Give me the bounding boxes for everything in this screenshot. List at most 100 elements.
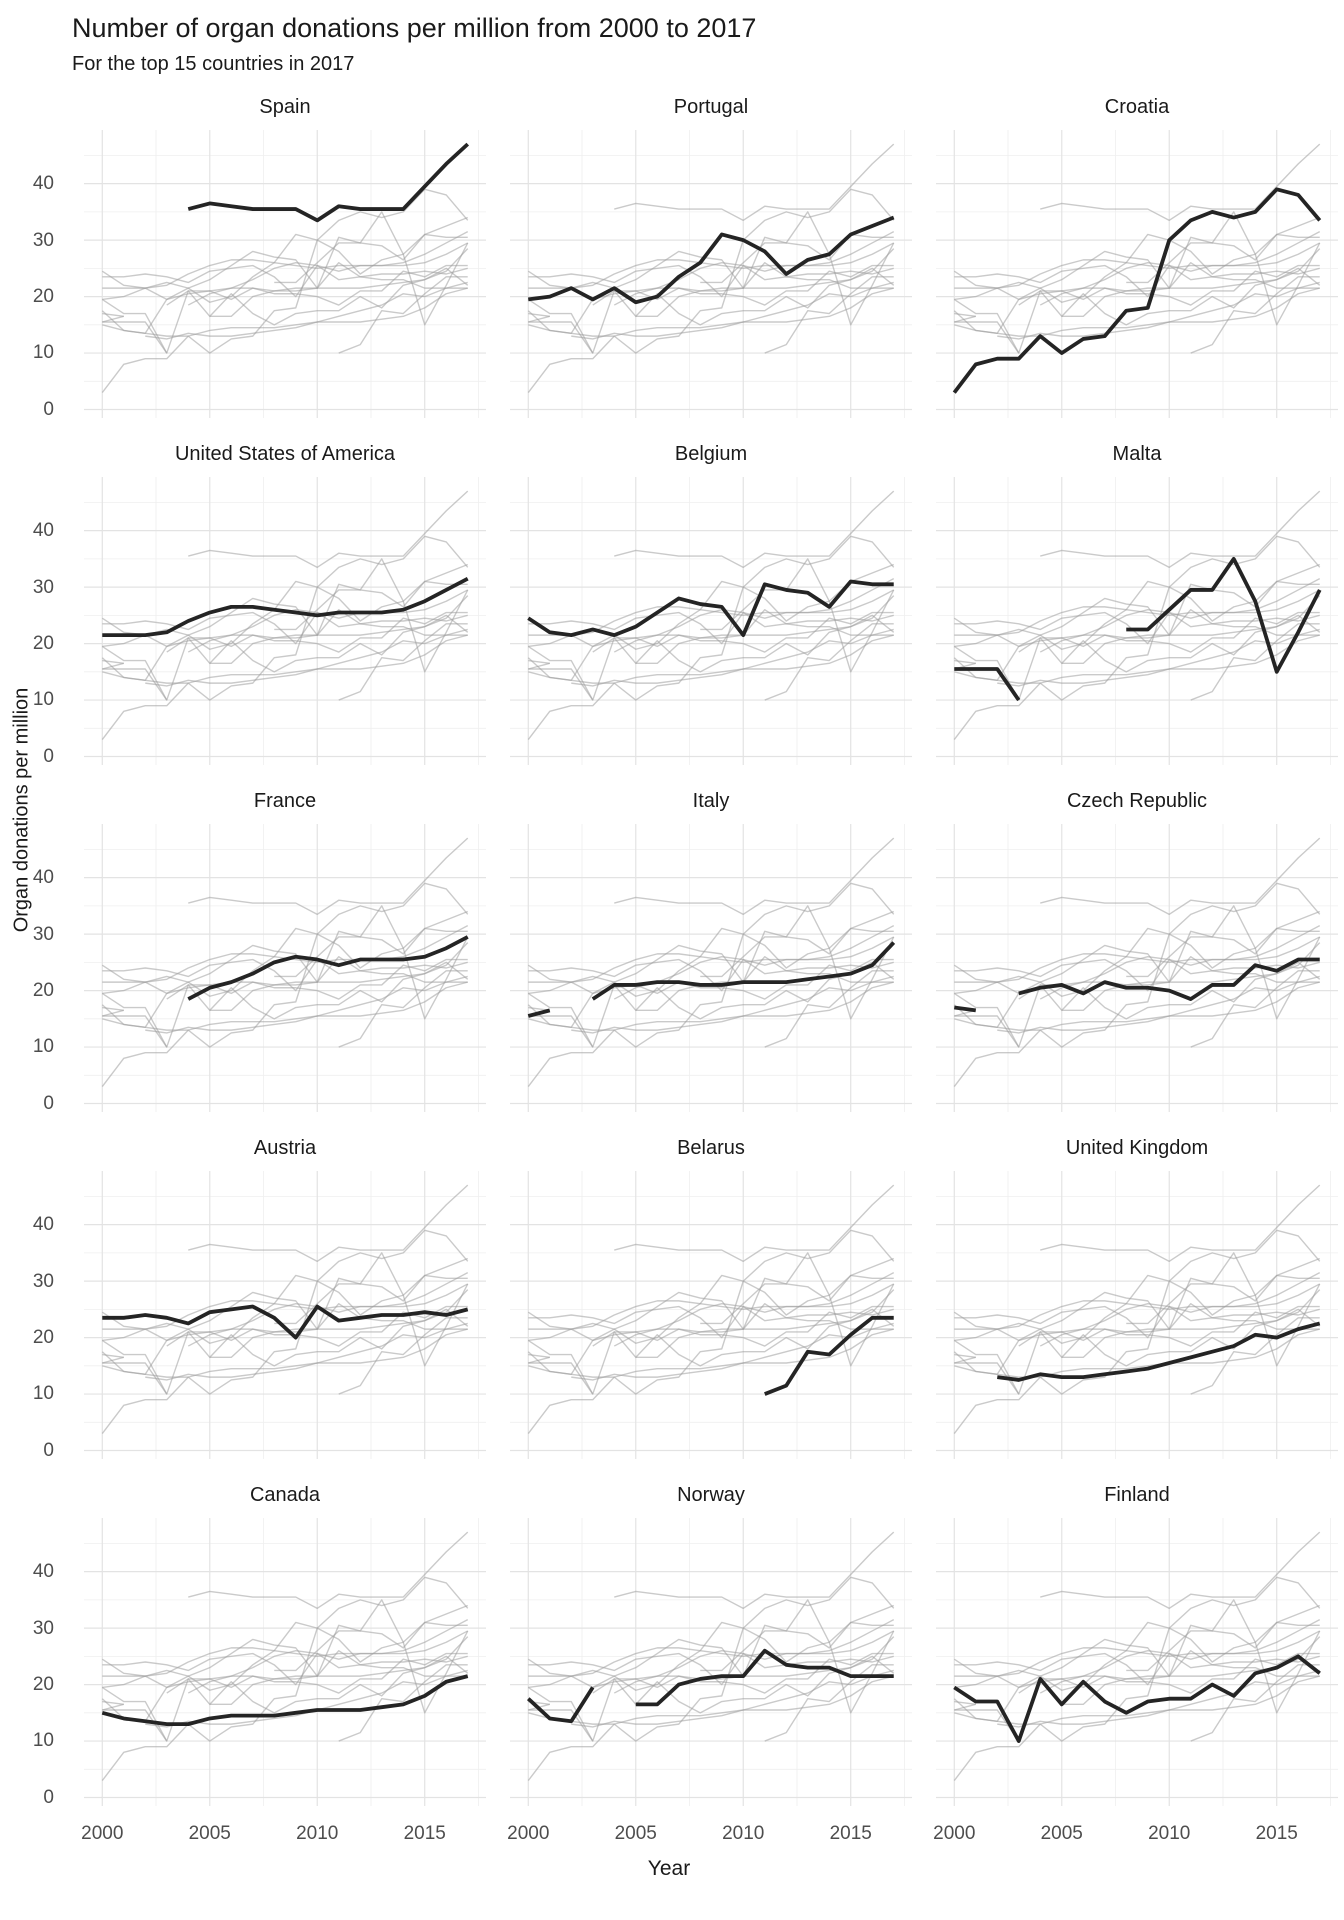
series-line-austria	[528, 959, 894, 992]
series-line-finland	[101, 962, 469, 1049]
facet-title-norway: Norway	[677, 1483, 745, 1506]
series-line-malta	[274, 905, 469, 1020]
series-line-norway	[953, 646, 1020, 682]
series-line-norway	[635, 262, 894, 318]
y-tick-label: 30	[32, 923, 54, 945]
series-line-france	[1039, 1283, 1321, 1348]
series-line-malta	[1126, 1599, 1321, 1714]
series-line-norway	[209, 1303, 468, 1359]
series-line-belarus	[1190, 623, 1320, 702]
series-line-czech-republic	[166, 265, 468, 307]
facet-malta: Malta	[936, 431, 1338, 778]
series-line-austria	[954, 1653, 1320, 1686]
series-line-belarus	[338, 1664, 468, 1743]
series-line-belgium	[527, 1275, 894, 1331]
series-line-belarus	[764, 1664, 894, 1743]
series-line-united-kingdom	[571, 629, 894, 688]
y-tick-label: 20	[32, 285, 54, 307]
series-line-czech-republic	[1018, 1653, 1320, 1695]
series-line-italy	[102, 1010, 124, 1018]
series-line-united-kingdom	[997, 1670, 1320, 1729]
series-line-united-kingdom	[145, 1323, 468, 1382]
x-tick-label: 2000	[507, 1823, 550, 1845]
series-line-france	[1039, 1630, 1321, 1695]
series-line-canada	[954, 634, 1320, 685]
series-line-italy	[102, 1704, 124, 1712]
series-line-norway	[953, 993, 1020, 1029]
facet-plot-belgium	[510, 477, 912, 766]
series-line-portugal	[102, 1605, 468, 1692]
series-line-united-states-of-america	[954, 925, 1321, 984]
highlight-line-finland	[953, 1654, 1321, 1744]
series-line-united-states-of-america	[528, 231, 895, 290]
series-line-belarus	[338, 1317, 468, 1396]
y-tick-label: 0	[43, 1786, 54, 1808]
series-line-portugal	[102, 1258, 468, 1345]
series-line-finland	[101, 615, 469, 702]
facet-title-malta: Malta	[1112, 442, 1162, 465]
series-line-belarus	[1190, 1317, 1320, 1396]
series-line-finland	[527, 268, 895, 355]
highlight-line-italy	[591, 941, 896, 1002]
series-line-belarus	[764, 276, 894, 355]
series-line-finland	[527, 1656, 895, 1743]
series-line-portugal	[528, 911, 894, 998]
series-line-belgium	[953, 234, 1320, 290]
series-line-canada	[528, 634, 894, 685]
series-line-spain	[1040, 143, 1321, 222]
series-line-finland	[527, 1309, 895, 1396]
series-line-norway	[527, 299, 594, 335]
series-line-norway	[1061, 1303, 1320, 1359]
series-line-france	[613, 589, 895, 654]
series-line-belarus	[338, 623, 468, 702]
series-line-belarus	[1190, 276, 1320, 355]
series-line-united-states-of-america	[528, 925, 895, 984]
facet-plot-austria	[84, 1171, 486, 1460]
facet-plot-malta	[936, 477, 1338, 766]
y-tick-label: 30	[32, 1617, 54, 1639]
facet-title-czech-republic: Czech Republic	[1066, 789, 1208, 812]
series-line-malta	[700, 1599, 895, 1714]
y-axis-tick-labels: 0 10 20 30 40	[0, 1125, 60, 1472]
series-line-united-kingdom	[571, 976, 894, 1035]
highlight-line-spain	[187, 143, 470, 223]
y-tick-label: 10	[32, 1730, 54, 1752]
series-line-canada	[528, 1675, 894, 1726]
series-line-norway	[1061, 609, 1320, 665]
series-line-belgium	[953, 1622, 1320, 1678]
series-line-norway	[101, 1340, 168, 1376]
y-axis-tick-labels: 0 10 20 30 40	[0, 84, 60, 431]
facet-plot-italy	[510, 824, 912, 1113]
series-line-czech-republic	[1018, 1306, 1320, 1348]
series-line-belarus	[1190, 1664, 1320, 1743]
series-line-finland	[953, 268, 1321, 355]
series-line-united-states-of-america	[528, 1272, 895, 1331]
series-line-croatia	[101, 882, 469, 1088]
facet-plot-croatia	[936, 130, 1338, 419]
series-line-belarus	[764, 970, 894, 1049]
series-line-austria	[102, 612, 468, 645]
y-axis-tick-labels: 0 10 20 30 40	[0, 431, 60, 778]
series-line-canada	[954, 1675, 1320, 1726]
series-line-france	[187, 1630, 469, 1695]
series-line-finland	[101, 1309, 469, 1396]
series-line-croatia	[101, 188, 469, 394]
series-line-austria	[528, 612, 894, 645]
series-line-spain	[614, 1531, 895, 1610]
series-line-czech-republic	[166, 1306, 468, 1348]
series-line-croatia	[101, 1576, 469, 1782]
series-line-france	[613, 1630, 895, 1695]
series-line-belgium	[953, 581, 1320, 637]
series-line-italy	[528, 663, 550, 671]
series-line-france	[1039, 242, 1321, 307]
facet-plot-norway	[510, 1518, 912, 1807]
facet-grid: 0 10 20 30 40 Spain Portugal Croatia 0 10 20 30 40 Un…	[0, 84, 1338, 1851]
y-tick-label: 10	[32, 1036, 54, 1058]
series-line-belgium	[527, 928, 894, 984]
series-line-portugal	[954, 911, 1320, 998]
series-line-belgium	[101, 928, 468, 984]
y-tick-label: 40	[32, 867, 54, 889]
series-line-canada	[528, 981, 894, 1032]
facet-plot-belarus	[510, 1171, 912, 1460]
series-line-united-states-of-america	[528, 1619, 895, 1678]
